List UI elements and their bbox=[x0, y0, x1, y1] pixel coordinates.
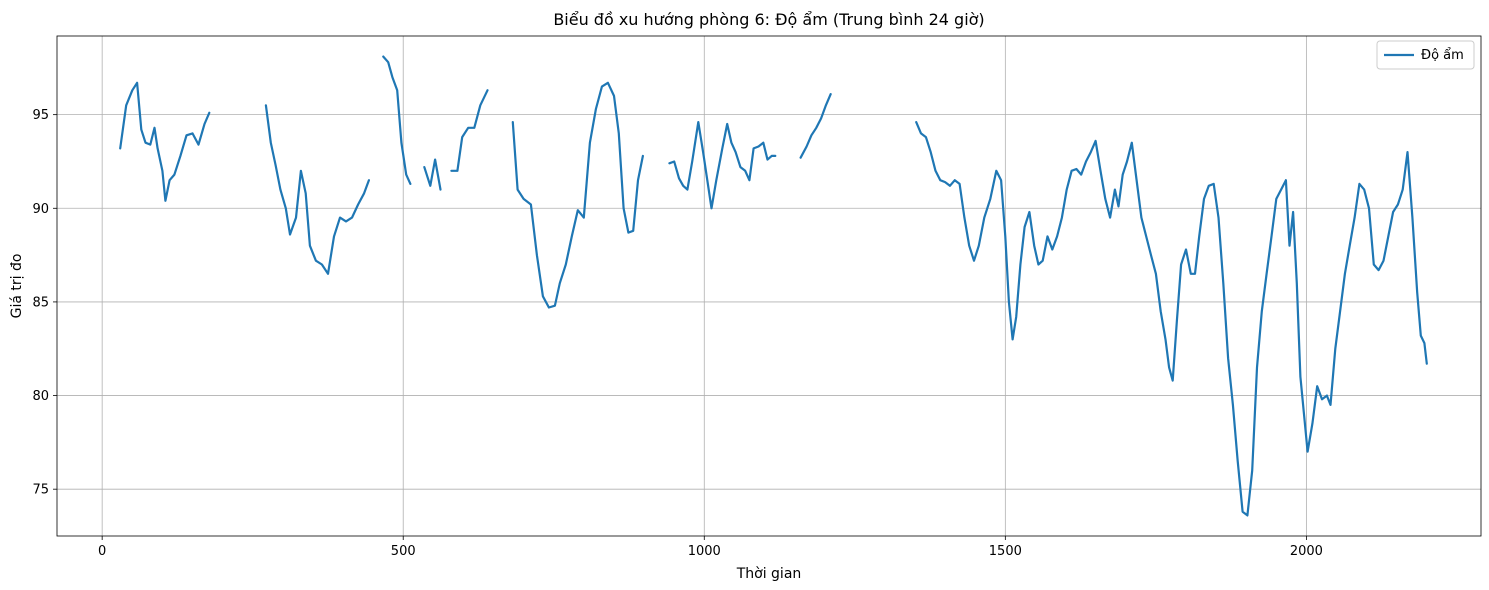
y-tick-label: 90 bbox=[32, 202, 49, 217]
plot-frame bbox=[56, 35, 1482, 537]
y-axis-label: Giá trị đo bbox=[9, 254, 25, 319]
series-line-segment bbox=[668, 120, 777, 210]
grid-lines bbox=[57, 36, 1481, 536]
x-tick-label: 1000 bbox=[688, 544, 721, 559]
legend-box bbox=[1376, 40, 1475, 70]
x-tick-label: 0 bbox=[98, 544, 106, 559]
series-line-segment bbox=[799, 92, 832, 159]
series-line-segment bbox=[450, 89, 489, 172]
series-line-segment bbox=[264, 104, 370, 275]
series-line-segment bbox=[423, 158, 442, 191]
y-tick-label: 80 bbox=[32, 389, 49, 404]
chart-title: Biểu đồ xu hướng phòng 6: Độ ẩm (Trung b… bbox=[553, 10, 984, 29]
y-tick-label: 75 bbox=[32, 483, 49, 498]
legend-label: Độ ẩm bbox=[1421, 48, 1464, 63]
series-line-segment bbox=[915, 120, 1428, 517]
series-line-segment bbox=[119, 81, 211, 202]
x-tick-label: 2000 bbox=[1290, 544, 1323, 559]
x-tick-label: 500 bbox=[391, 544, 416, 559]
y-tick-label: 95 bbox=[32, 108, 49, 123]
series-line-segment bbox=[382, 55, 412, 185]
legend: Độ ẩm bbox=[1376, 40, 1475, 70]
y-tick-label: 85 bbox=[32, 295, 49, 310]
series-line-segment bbox=[511, 81, 645, 309]
axis-ticks: 0 500 1000 1500 2000 75 80 85 90 95 bbox=[32, 108, 1322, 559]
x-tick-label: 1500 bbox=[989, 544, 1022, 559]
x-axis-label: Thời gian bbox=[736, 566, 802, 582]
series-lines bbox=[119, 55, 1428, 517]
